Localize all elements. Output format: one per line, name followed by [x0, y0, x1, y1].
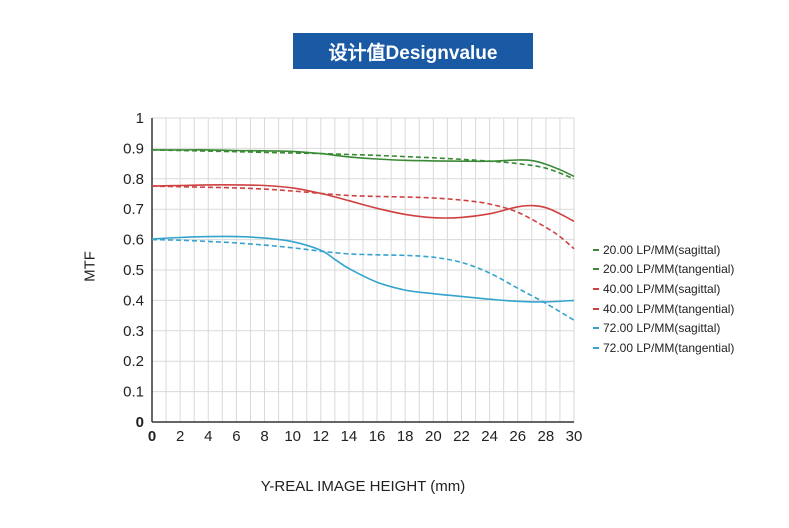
legend-item: 40.00 LP/MM(sagittal) [593, 279, 734, 299]
x-tick-label: 10 [284, 428, 301, 445]
x-tick-label: 28 [538, 428, 555, 445]
y-tick-label: 0.1 [123, 384, 144, 401]
legend-label: 40.00 LP/MM(tangential) [603, 301, 735, 316]
y-axis-label: MTF [81, 251, 99, 282]
x-tick-label: 20 [425, 428, 442, 445]
legend-label: 40.00 LP/MM(sagittal) [603, 281, 721, 296]
chart-axes [151, 118, 574, 423]
y-tick-label: 0.6 [123, 232, 144, 249]
legend-swatch [593, 307, 599, 310]
x-tick-label: 14 [341, 428, 358, 445]
chart-ticks: 0 2 4 6 8 10 12 14 16 18 20 22 24 26 28 3000.10.20.30.4… [123, 110, 582, 445]
legend-label: 72.00 LP/MM(tangential) [603, 340, 735, 355]
x-tick-label: 0 [148, 428, 156, 445]
legend-swatch [593, 268, 599, 271]
legend-label: 20.00 LP/MM(sagittal) [603, 242, 721, 257]
chart-legend: 20.00 LP/MM(sagittal) 20.00 LP/MM(tangent… [593, 240, 734, 358]
x-tick-label: 6 [232, 428, 240, 445]
x-tick-label: 12 [312, 428, 329, 445]
series-line-40-00-lp-mm-sagittal [151, 184, 575, 223]
y-tick-label: 0 [136, 414, 144, 431]
legend-label: 20.00 LP/MM(tangential) [603, 262, 735, 277]
y-tick-label: 0.4 [123, 292, 144, 309]
legend-label: 72.00 LP/MM(sagittal) [603, 321, 721, 336]
y-tick-label: 0.3 [123, 323, 144, 340]
y-tick-label: 0.9 [123, 140, 144, 157]
y-tick-label: 1 [136, 110, 144, 127]
series-line-72-00-lp-mm-tangential [151, 238, 575, 321]
legend-swatch [593, 327, 599, 330]
x-tick-label: 8 [260, 428, 268, 445]
x-tick-label: 4 [204, 428, 212, 445]
y-tick-label: 0.5 [123, 262, 144, 279]
series-line-40-00-lp-mm-tangential [151, 185, 575, 250]
x-tick-label: 24 [481, 428, 498, 445]
chart-title: 设计值Designvalue [293, 33, 533, 69]
legend-swatch [593, 248, 599, 251]
legend-item: 72.00 LP/MM(tangential) [593, 338, 734, 358]
x-tick-label: 26 [509, 428, 526, 445]
x-axis-label: Y-REAL IMAGE HEIGHT (mm) [260, 478, 466, 495]
y-tick-label: 0.8 [123, 171, 144, 188]
series-line-20-00-lp-mm-sagittal [151, 149, 575, 178]
series-line-72-00-lp-mm-sagittal [151, 235, 575, 303]
legend-swatch [593, 346, 599, 349]
legend-swatch [593, 287, 599, 290]
x-tick-label: 18 [397, 428, 414, 445]
y-tick-label: 0.2 [123, 353, 144, 370]
chart-grid [151, 117, 575, 423]
series-line-20-00-lp-mm-tangential [151, 149, 575, 180]
x-tick-label: 2 [176, 428, 184, 445]
x-tick-label: 30 [566, 428, 583, 445]
x-tick-label: 22 [453, 428, 470, 445]
x-tick-label: 16 [369, 428, 386, 445]
legend-item: 20.00 LP/MM(sagittal) [593, 240, 734, 260]
legend-item: 20.00 LP/MM(tangential) [593, 260, 734, 280]
legend-item: 72.00 LP/MM(sagittal) [593, 318, 734, 338]
chart-series [151, 149, 575, 321]
legend-item: 40.00 LP/MM(tangential) [593, 299, 734, 319]
y-tick-label: 0.7 [123, 201, 144, 218]
